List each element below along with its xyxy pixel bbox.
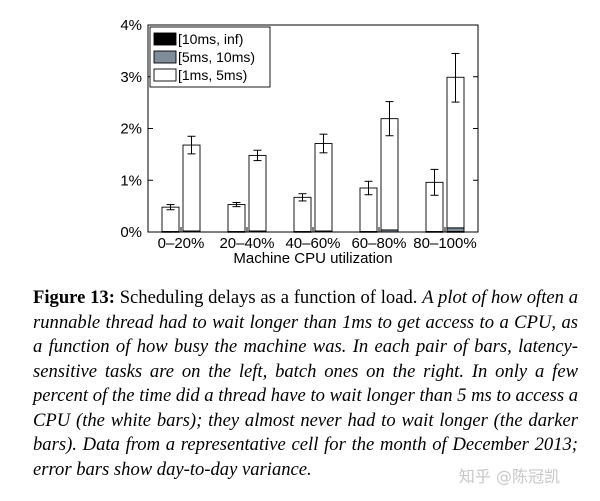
bar-latency-1ms-5ms: [161, 206, 180, 232]
y-tick-label: 0%: [120, 224, 142, 241]
caption-body: A plot of how often a runnable thread ha…: [33, 287, 579, 480]
bar-batch-5ms-10ms: [446, 227, 465, 232]
bar-batch-1ms-5ms: [314, 143, 333, 232]
legend-swatch: [153, 32, 177, 46]
x-axis: 0–20% 20–40% 40–60% 60–80% 80–100%: [158, 227, 477, 252]
legend-label: [1ms, 5ms): [178, 67, 247, 83]
y-tick-label: 4%: [120, 17, 142, 34]
x-tick-label: 60–80%: [351, 235, 406, 252]
bar-latency-1ms-5ms: [293, 196, 312, 232]
legend-label: [10ms, inf): [178, 31, 243, 47]
y-axis: 0% 1% 2% 3% 4%: [120, 17, 478, 241]
bars-layer: [161, 76, 465, 233]
bar-chart: 0% 1% 2% 3% 4% 0–20% 20–40% 40–60% 60–80% 80–100…: [120, 17, 479, 267]
bar-batch-1ms-5ms: [182, 144, 201, 232]
caption-label: Figure 13:: [33, 287, 115, 308]
x-tick-label: 40–60%: [285, 235, 340, 252]
legend: [10ms, inf) [5ms, 10ms) [1ms, 5ms): [149, 26, 271, 88]
x-tick-label: 80–100%: [413, 235, 476, 252]
legend-label: [5ms, 10ms): [178, 49, 255, 65]
legend-swatch: [153, 50, 177, 64]
bar-latency-1ms-5ms: [227, 204, 246, 232]
x-axis-title: Machine CPU utilization: [233, 250, 392, 267]
y-tick-label: 1%: [120, 172, 142, 189]
x-tick-label: 20–40%: [219, 235, 274, 252]
x-tick-label: 0–20%: [158, 235, 205, 252]
caption-lead: Scheduling delays as a function of load.: [119, 287, 418, 308]
error-bars-layer: [166, 52, 460, 211]
legend-swatch: [153, 68, 177, 82]
bar-batch-1ms-5ms: [248, 154, 267, 232]
y-tick-label: 2%: [120, 121, 142, 138]
y-tick-label: 3%: [120, 69, 142, 86]
figure-caption: Figure 13: Scheduling delays as a functi…: [33, 286, 578, 482]
watermark: 知乎 @陈冠凯: [458, 463, 560, 487]
